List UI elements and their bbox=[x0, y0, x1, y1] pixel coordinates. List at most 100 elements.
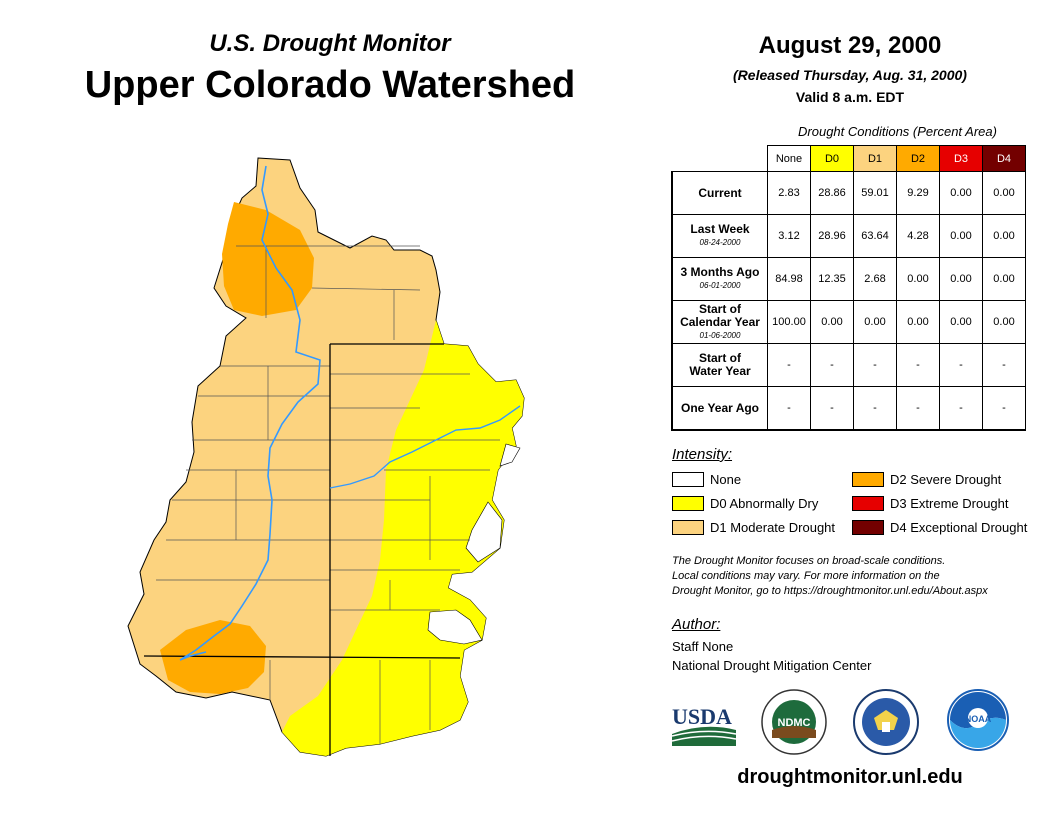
ndmc-logo-text: NDMC bbox=[778, 717, 811, 729]
map-region-none-2 bbox=[427, 609, 483, 645]
table-cell: - bbox=[982, 386, 1026, 431]
noaa-logo-text: NOAA bbox=[965, 714, 992, 724]
table-cell: 28.86 bbox=[810, 171, 854, 215]
noaa-logo: NOAA bbox=[947, 689, 1009, 751]
table-cell: 0.00 bbox=[853, 300, 897, 344]
table-cell: - bbox=[810, 343, 854, 387]
table-row: Last Week 08-24-2000 3.12 28.96 63.64 4.2… bbox=[671, 214, 1026, 258]
legend-item-d0: D0 Abnormally Dry bbox=[672, 494, 835, 512]
column-header-none: None bbox=[767, 145, 811, 172]
table-cell: 0.00 bbox=[982, 300, 1026, 344]
row-label-text: Current bbox=[698, 185, 742, 200]
legend-item-d2: D2 Severe Drought bbox=[852, 470, 1027, 488]
map-region-none-3 bbox=[499, 443, 521, 467]
table-cell: - bbox=[982, 343, 1026, 387]
row-label: Current bbox=[671, 171, 768, 215]
column-header-d1: D1 bbox=[853, 145, 897, 172]
row-label-text-2: Calendar Year bbox=[680, 314, 760, 329]
author-name: Staff None bbox=[672, 639, 734, 654]
table-cell: 12.35 bbox=[810, 257, 854, 301]
column-header-d0: D0 bbox=[810, 145, 854, 172]
legend-label: D2 Severe Drought bbox=[890, 471, 1002, 487]
legend-swatch bbox=[852, 471, 884, 487]
website-link[interactable]: droughtmonitor.unl.edu bbox=[737, 766, 963, 788]
table-cell: 84.98 bbox=[767, 257, 811, 301]
legend-label: None bbox=[710, 471, 742, 487]
legend-item-d4: D4 Exceptional Drought bbox=[852, 518, 1027, 536]
table-cell: 0.00 bbox=[896, 257, 940, 301]
note-line-3: Drought Monitor, go to https://droughtmo… bbox=[672, 585, 988, 597]
table-cell: - bbox=[767, 386, 811, 431]
table-cell: - bbox=[853, 386, 897, 431]
table-cell: 59.01 bbox=[853, 171, 897, 215]
row-label-text: Last Week bbox=[690, 222, 750, 236]
row-label: Last Week 08-24-2000 bbox=[671, 214, 768, 258]
table-cell: - bbox=[939, 386, 983, 431]
table-header-row: None D0 D1 D2 D3 D4 bbox=[672, 145, 1026, 172]
author-title: Author: bbox=[672, 616, 721, 633]
table-cell: 100.00 bbox=[767, 300, 811, 344]
legend-label: D4 Exceptional Drought bbox=[890, 519, 1028, 535]
valid-time: Valid 8 a.m. EDT bbox=[795, 89, 905, 105]
column-header-d2: D2 bbox=[896, 145, 940, 172]
column-header-d4: D4 bbox=[982, 145, 1026, 172]
table-cell: 0.00 bbox=[982, 214, 1026, 258]
legend-swatch bbox=[672, 495, 704, 511]
table-cell: 3.12 bbox=[767, 214, 811, 258]
legend-swatch bbox=[672, 471, 704, 487]
table-cell: 0.00 bbox=[939, 214, 983, 258]
row-label-text: Start of bbox=[699, 301, 741, 316]
legend-swatch bbox=[672, 519, 704, 535]
state-boundaries bbox=[143, 343, 461, 756]
row-date: 08-24-2000 bbox=[699, 238, 741, 247]
river-tributary bbox=[329, 405, 521, 489]
legend-swatch bbox=[852, 495, 884, 511]
author-block: Staff None National Drought Mitigation C… bbox=[672, 637, 871, 675]
table-cell: 63.64 bbox=[853, 214, 897, 258]
row-date: 01-06-2000 bbox=[699, 330, 741, 340]
disclaimer-note: The Drought Monitor focuses on broad-sca… bbox=[672, 554, 1042, 599]
legend-swatch bbox=[852, 519, 884, 535]
watershed-map bbox=[127, 157, 525, 757]
table-row: Start of Calendar Year 01-06-2000 100.00 0… bbox=[671, 300, 1026, 344]
map-title: Upper Colorado Watershed bbox=[84, 64, 576, 106]
row-label-text-2: Water Year bbox=[689, 364, 751, 378]
table-cell: 4.28 bbox=[896, 214, 940, 258]
legend-label: D0 Abnormally Dry bbox=[710, 495, 819, 511]
release-date: (Released Thursday, Aug. 31, 2000) bbox=[733, 67, 967, 83]
legend-label: D3 Extreme Drought bbox=[890, 495, 1009, 511]
row-label: 3 Months Ago 06-01-2000 bbox=[671, 257, 768, 301]
table-row: One Year Ago - - - - - - bbox=[671, 386, 1026, 431]
county-boundaries bbox=[156, 245, 500, 744]
column-header-d3: D3 bbox=[939, 145, 983, 172]
legend-column-right: D2 Severe Drought D3 Extreme Drought D4 … bbox=[852, 470, 1027, 536]
row-label-text: Start of bbox=[699, 351, 741, 365]
table-cell: - bbox=[853, 343, 897, 387]
usda-logo-text: USDA bbox=[672, 704, 732, 729]
legend-label: D1 Moderate Drought bbox=[710, 519, 836, 535]
drought-conditions-table: None D0 D1 D2 D3 D4 Current 2.83 28.86 5… bbox=[671, 145, 1026, 431]
table-cell: 0.00 bbox=[939, 171, 983, 215]
map-date: August 29, 2000 bbox=[758, 32, 942, 59]
table-cell: - bbox=[939, 343, 983, 387]
note-line-1: The Drought Monitor focuses on broad-sca… bbox=[672, 555, 946, 567]
table-row: Current 2.83 28.86 59.01 9.29 0.00 0.00 bbox=[671, 171, 1026, 215]
note-line-2: Local conditions may vary. For more info… bbox=[672, 570, 940, 582]
legend-item-d1: D1 Moderate Drought bbox=[672, 518, 835, 536]
ndmc-logo: NDMC bbox=[761, 689, 827, 755]
map-region-none-1 bbox=[465, 501, 503, 563]
row-label: One Year Ago bbox=[671, 386, 768, 431]
row-date: 06-01-2000 bbox=[699, 281, 741, 290]
table-cell: - bbox=[896, 343, 940, 387]
table-cell: 0.00 bbox=[810, 300, 854, 344]
table-cell: 0.00 bbox=[896, 300, 940, 344]
table-cell: - bbox=[896, 386, 940, 431]
table-cell: 0.00 bbox=[982, 171, 1026, 215]
table-cell: 0.00 bbox=[982, 257, 1026, 301]
row-label-text: One Year Ago bbox=[680, 400, 760, 415]
table-row: 3 Months Ago 06-01-2000 84.98 12.35 2.68 … bbox=[671, 257, 1026, 301]
river bbox=[179, 165, 321, 661]
table-row: Start of Water Year - - - - - - bbox=[671, 343, 1026, 387]
table-cell: 9.29 bbox=[896, 171, 940, 215]
legend-title: Intensity: bbox=[672, 446, 733, 463]
